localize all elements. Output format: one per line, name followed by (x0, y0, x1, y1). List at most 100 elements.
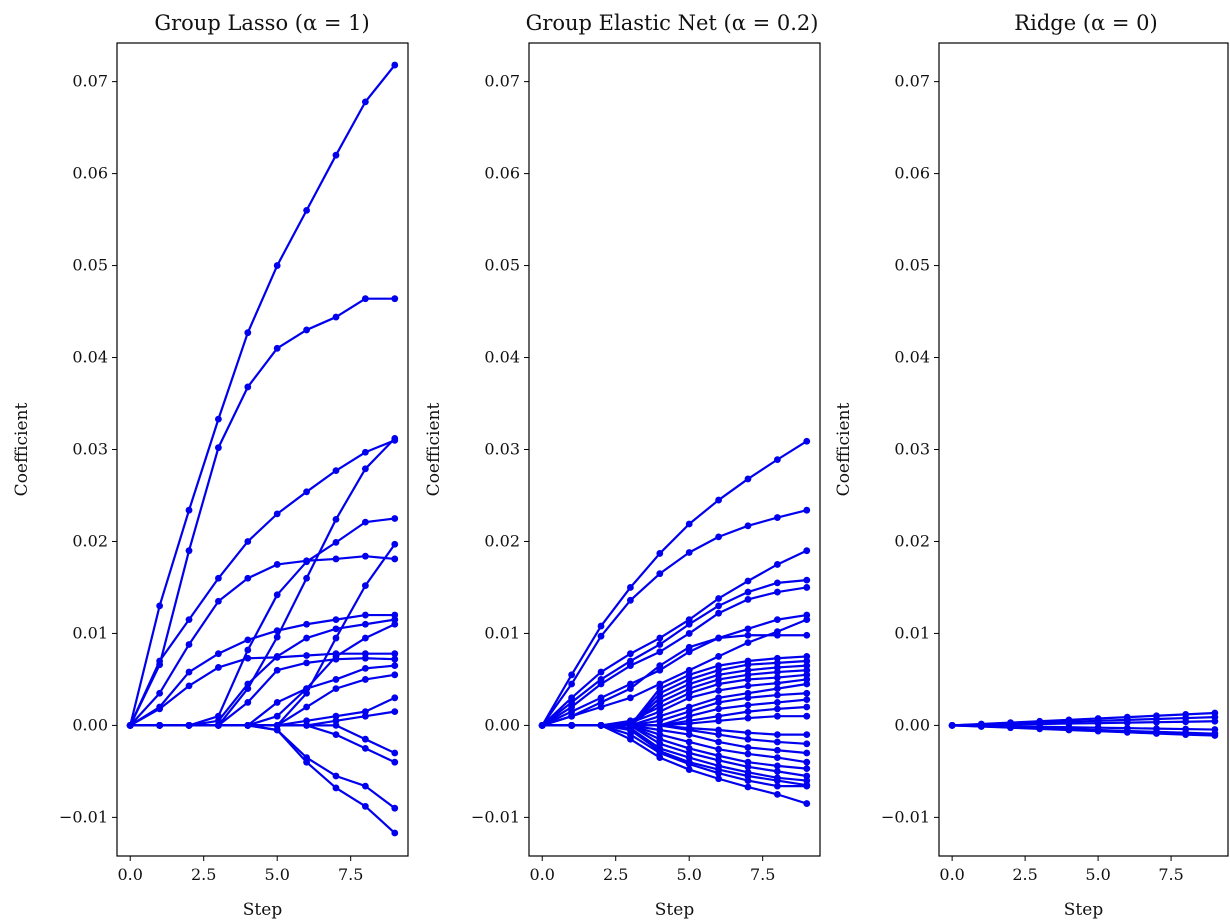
data-point (391, 435, 399, 442)
x-tick-label: 0.0 (530, 865, 555, 884)
data-point (273, 726, 281, 734)
data-point (391, 829, 399, 837)
data-point (273, 262, 281, 269)
y-tick-label: 0.07 (894, 72, 930, 91)
data-point (597, 722, 605, 729)
x-tick-label: 5.0 (1085, 865, 1110, 884)
data-point (568, 671, 576, 679)
data-point (744, 701, 752, 709)
data-point (1182, 718, 1190, 726)
data-point (391, 540, 399, 548)
series-line-0 (541, 440, 808, 726)
plot-area (538, 437, 811, 807)
data-point (303, 659, 310, 667)
y-axis-label: Coefficient (12, 403, 32, 497)
data-point (803, 740, 811, 748)
data-point (185, 668, 193, 676)
plot-area (948, 709, 1219, 739)
data-point (332, 151, 340, 159)
data-point (391, 708, 399, 716)
data-point (773, 731, 781, 738)
data-point (185, 682, 193, 690)
data-point (656, 550, 664, 557)
data-point (332, 616, 340, 624)
data-point (627, 584, 634, 591)
data-point (715, 680, 722, 688)
y-tick-label: 0.00 (894, 715, 930, 734)
data-point (715, 609, 722, 617)
data-point (803, 576, 811, 584)
series-line-1 (541, 509, 808, 727)
data-point (627, 694, 634, 702)
y-axis-label: Coefficient (834, 403, 854, 497)
series-line-5 (541, 613, 807, 727)
data-point (597, 703, 605, 711)
data-point (773, 712, 781, 720)
series-line-10 (130, 657, 395, 727)
data-point (803, 758, 811, 766)
x-tick-label: 2.5 (191, 865, 216, 884)
data-point (773, 685, 781, 693)
data-point (597, 668, 605, 676)
data-point (361, 98, 369, 106)
data-point (715, 602, 722, 610)
data-point (391, 620, 399, 628)
plot-area (126, 61, 399, 837)
series-line-4 (129, 555, 395, 727)
data-point (215, 597, 222, 605)
data-point (273, 510, 281, 518)
data-point (568, 712, 576, 720)
series-line-18 (130, 724, 396, 810)
data-point (773, 668, 781, 676)
data-point (803, 547, 811, 555)
data-point (1211, 717, 1219, 725)
data-point (744, 475, 752, 483)
data-point (391, 650, 399, 658)
y-tick-label: 0.05 (484, 256, 520, 275)
data-point (303, 206, 310, 214)
y-tick-label: −0.01 (881, 807, 930, 826)
data-point (332, 555, 340, 563)
data-point (361, 782, 369, 790)
y-tick-label: 0.04 (484, 348, 520, 367)
data-point (361, 654, 369, 662)
x-tick-label: 5.0 (264, 865, 289, 884)
data-point (1094, 727, 1102, 735)
data-point (303, 703, 310, 711)
series-line-19 (130, 724, 396, 834)
y-tick-label: 0.02 (72, 531, 108, 550)
data-point (597, 622, 605, 630)
data-point (273, 712, 281, 720)
data-point (685, 520, 693, 528)
x-tick-label: 5.0 (676, 865, 701, 884)
y-tick-label: 0.01 (484, 623, 520, 642)
data-point (744, 750, 752, 758)
data-point (391, 655, 399, 663)
data-point (361, 295, 369, 303)
data-point (744, 625, 752, 633)
data-point (332, 722, 340, 729)
data-point (332, 731, 340, 738)
data-point (715, 533, 722, 541)
data-point (244, 646, 252, 654)
data-point (803, 584, 811, 591)
data-point (332, 516, 340, 523)
data-point (568, 722, 576, 729)
data-point (332, 634, 340, 642)
y-tick-label: 0.06 (894, 164, 930, 183)
data-point (303, 488, 310, 496)
data-point (715, 699, 722, 706)
data-point (744, 588, 752, 596)
data-point (185, 722, 193, 729)
data-point (685, 694, 693, 702)
data-point (361, 518, 369, 526)
y-tick-label: 0.03 (484, 440, 520, 459)
data-point (744, 714, 752, 722)
x-axis-label: Step (655, 900, 695, 920)
data-point (803, 696, 811, 704)
data-point (215, 722, 222, 729)
x-tick-label: 7.5 (1158, 865, 1183, 884)
data-point (627, 650, 634, 658)
data-point (391, 295, 399, 303)
series-line-7 (129, 613, 395, 727)
